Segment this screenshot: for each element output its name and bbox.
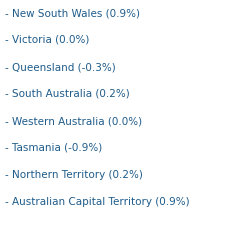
Text: - Australian Capital Territory (0.9%): - Australian Capital Territory (0.9%)	[5, 197, 189, 207]
Text: - Western Australia (0.0%): - Western Australia (0.0%)	[5, 116, 141, 126]
Text: - Queensland (-0.3%): - Queensland (-0.3%)	[5, 62, 115, 72]
Text: - New South Wales (0.9%): - New South Wales (0.9%)	[5, 8, 140, 18]
Text: - Tasmania (-0.9%): - Tasmania (-0.9%)	[5, 143, 102, 153]
Text: - Northern Territory (0.2%): - Northern Territory (0.2%)	[5, 170, 142, 180]
Text: - Victoria (0.0%): - Victoria (0.0%)	[5, 35, 89, 45]
Text: - South Australia (0.2%): - South Australia (0.2%)	[5, 89, 129, 99]
